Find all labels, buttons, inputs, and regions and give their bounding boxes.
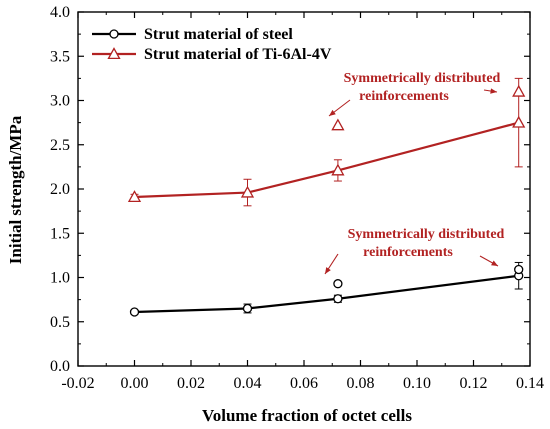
y-tick-label: 2.5 bbox=[50, 137, 70, 154]
annotation-text: Symmetrically distributed bbox=[348, 227, 505, 242]
legend: Strut material of steel Strut material of… bbox=[92, 26, 332, 63]
reinforcement-point bbox=[512, 84, 526, 97]
y-tick-label: 4.0 bbox=[50, 4, 70, 21]
x-tick-label: 0.04 bbox=[234, 375, 262, 392]
x-tick-label: 0.08 bbox=[347, 375, 375, 392]
data-point bbox=[512, 115, 526, 128]
annotation-text: reinforcements bbox=[359, 89, 449, 104]
data-point bbox=[242, 303, 253, 314]
legend-label: Strut material of steel bbox=[144, 26, 293, 43]
series-line bbox=[134, 121, 519, 199]
y-axis-title: Initial strength/MPa bbox=[6, 115, 25, 264]
series-layer bbox=[127, 77, 526, 317]
y-tick-label: 0.0 bbox=[50, 358, 70, 375]
x-tick-label: 0.10 bbox=[403, 375, 431, 392]
reinforcement-point bbox=[514, 264, 524, 275]
series-line bbox=[134, 274, 519, 314]
data-point bbox=[331, 163, 345, 176]
y-tick-label: 1.0 bbox=[50, 270, 70, 287]
data-point bbox=[333, 294, 343, 304]
y-tick-label: 3.5 bbox=[50, 48, 70, 65]
data-point bbox=[240, 185, 255, 198]
annotation-layer: Symmetrically distributed reinforcements S… bbox=[324, 71, 505, 275]
series-ti6al4v bbox=[127, 77, 526, 207]
y-tick-label: 3.0 bbox=[50, 93, 70, 110]
annotation-arrow-head bbox=[490, 88, 497, 94]
reinforcement-point bbox=[331, 118, 345, 131]
x-tick-label: -0.02 bbox=[61, 375, 94, 392]
legend-marker bbox=[109, 29, 119, 39]
x-tick-label: 0.00 bbox=[121, 375, 149, 392]
x-tick-label: 0.14 bbox=[516, 375, 544, 392]
x-tick-label: 0.06 bbox=[290, 375, 318, 392]
legend-label: Strut material of Ti-6Al-4V bbox=[144, 46, 332, 63]
x-tick-label: 0.02 bbox=[177, 375, 205, 392]
y-tick-label: 2.0 bbox=[50, 181, 70, 198]
data-point bbox=[129, 307, 140, 317]
x-axis-title: Volume fraction of octet cells bbox=[202, 406, 412, 425]
annotation-arrow-head bbox=[325, 267, 331, 274]
series-steel bbox=[129, 261, 524, 317]
y-tick-label: 1.5 bbox=[50, 225, 70, 242]
annotation-text: Symmetrically distributed bbox=[344, 71, 501, 86]
x-tick-label: 0.12 bbox=[460, 375, 488, 392]
annotation-text: reinforcements bbox=[363, 245, 453, 260]
legend-marker bbox=[107, 47, 121, 60]
annotation-arrow-head bbox=[329, 109, 336, 116]
annotation-arrow-head bbox=[491, 260, 498, 266]
axes: -0.02 0.00 0.02 0.04 0.06 0.08 0.10 0.12 0.14 0.0… bbox=[50, 4, 544, 392]
y-tick-label: 0.5 bbox=[50, 314, 70, 331]
reinforcement-point bbox=[333, 279, 343, 289]
data-point bbox=[127, 190, 142, 203]
